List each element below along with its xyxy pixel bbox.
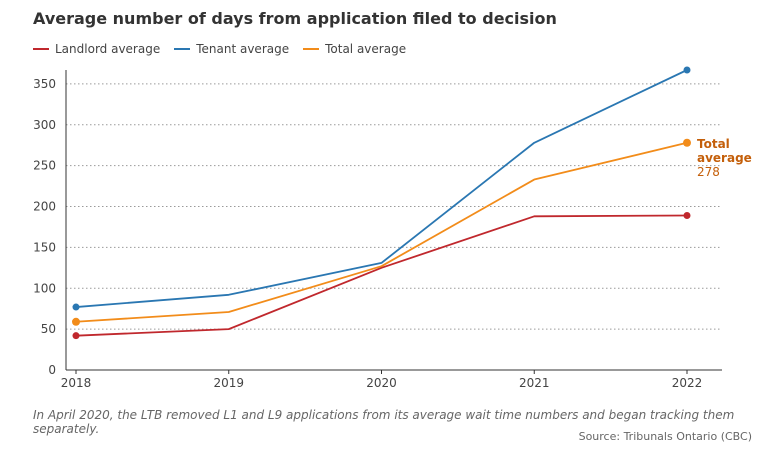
chart-footnote: In April 2020, the LTB removed L1 and L9… — [33, 408, 735, 436]
x-tick-label: 2018 — [61, 376, 92, 390]
point-tenant-2022 — [683, 66, 691, 74]
y-tick-label: 50 — [41, 322, 56, 336]
x-tick-label: 2021 — [519, 376, 550, 390]
y-tick-label: 0 — [48, 363, 56, 377]
y-tick-label: 350 — [33, 77, 56, 91]
series-line-total — [75, 141, 688, 323]
annotation-total-line-2: average — [697, 151, 752, 165]
legend-label-landlord: Landlord average — [55, 42, 161, 56]
legend-swatch-total — [303, 48, 320, 50]
legend-item-landlord: Landlord average — [33, 42, 160, 56]
y-tick-label: 200 — [33, 200, 56, 214]
y-tick-label: 250 — [33, 159, 56, 173]
legend-label-total: Total average — [325, 42, 407, 56]
series-line-landlord — [75, 214, 688, 337]
x-tick-label: 2019 — [213, 376, 244, 390]
y-tick-label: 100 — [33, 281, 56, 295]
point-tenant-2018 — [72, 303, 80, 311]
point-landlord-2018 — [72, 332, 80, 340]
annotation-total-line-1: Total — [697, 137, 730, 151]
x-tick-label: 2020 — [366, 376, 397, 390]
x-tick-label: 2022 — [672, 376, 703, 390]
point-total-2022 — [683, 138, 691, 147]
legend-item-tenant: Tenant average — [174, 42, 289, 56]
point-total-2018 — [72, 317, 80, 326]
legend-label-tenant: Tenant average — [196, 42, 290, 56]
legend-item-total: Total average — [303, 42, 406, 56]
y-tick-label: 300 — [33, 118, 56, 132]
legend-swatch-landlord — [33, 48, 49, 50]
point-landlord-2022 — [683, 212, 691, 220]
chart-title: Average number of days from application … — [33, 9, 557, 28]
legend-swatch-tenant — [174, 48, 191, 50]
annotation-total-line-3: 278 — [697, 165, 720, 179]
chart-legend: Landlord average Tenant average Total av… — [33, 42, 406, 56]
chart-source: Source: Tribunals Ontario (CBC) — [578, 430, 752, 443]
y-tick-label: 150 — [33, 240, 56, 254]
series-line-tenant — [75, 69, 688, 308]
